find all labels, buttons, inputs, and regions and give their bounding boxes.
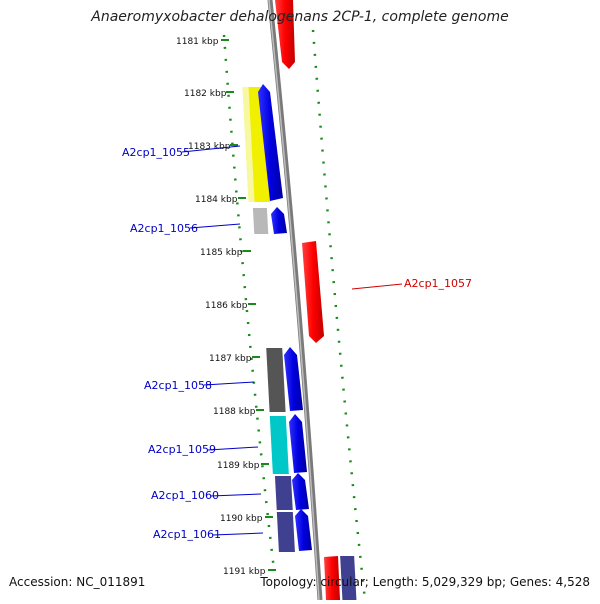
gene-label-1057[interactable]: A2cp1_1057 xyxy=(351,277,472,290)
gene-arrow-top-red[interactable] xyxy=(275,0,295,69)
tick-label: 1183 kbp xyxy=(188,142,231,152)
gene-label-text[interactable]: A2cp1_1057 xyxy=(404,277,472,290)
tick-label: 1187 kbp xyxy=(209,354,252,364)
gene-arrow-1061[interactable] xyxy=(295,509,312,551)
tick-1185: 1185 kbp xyxy=(200,248,251,258)
tick-1188: 1188 kbp xyxy=(213,407,264,417)
gene-label-1056[interactable]: A2cp1_1056 xyxy=(130,222,241,235)
tick-1181: 1181 kbp xyxy=(176,37,229,47)
tick-label: 1186 kbp xyxy=(205,301,248,311)
tick-1190: 1190 kbp xyxy=(220,514,273,524)
gene-label-text[interactable]: A2cp1_1059 xyxy=(148,443,216,456)
map-title: Anaeromyxobacter dehalogenans 2CP-1, com… xyxy=(91,9,509,25)
gene-label-text[interactable]: A2cp1_1061 xyxy=(153,528,221,541)
gene-label-text[interactable]: A2cp1_1055 xyxy=(122,146,190,159)
gene-arrow-1056[interactable] xyxy=(271,207,287,234)
tick-1183: 1183 kbp xyxy=(188,142,238,152)
tick-label: 1181 kbp xyxy=(176,37,219,47)
tick-label: 1184 kbp xyxy=(195,195,238,205)
gene-arrow-bottom-red[interactable] xyxy=(324,556,340,600)
gene-label-1058[interactable]: A2cp1_1058 xyxy=(144,379,255,392)
cog-block-purple-3 xyxy=(340,556,357,600)
gene-label-1061[interactable]: A2cp1_1061 xyxy=(153,528,264,541)
cog-block-cyan xyxy=(269,416,289,474)
tick-label: 1188 kbp xyxy=(213,407,256,417)
genome-backbone-highlight xyxy=(268,0,320,601)
accession-text: Accession: NC_011891 xyxy=(9,575,146,589)
gene-label-text[interactable]: A2cp1_1060 xyxy=(151,489,219,502)
gene-label-text[interactable]: A2cp1_1058 xyxy=(144,379,212,392)
cog-block-dark xyxy=(266,348,286,412)
gene-label-1060[interactable]: A2cp1_1060 xyxy=(151,489,262,502)
tick-label: 1185 kbp xyxy=(200,248,243,258)
tick-1191: 1191 kbp xyxy=(223,567,276,577)
cog-block-yellow-edge xyxy=(242,87,255,202)
tick-1189: 1189 kbp xyxy=(217,461,269,471)
cog-block-purple-1 xyxy=(274,476,293,510)
cog-block-purple-2 xyxy=(276,512,295,552)
tick-1187: 1187 kbp xyxy=(209,354,260,364)
gene-label-1055[interactable]: A2cp1_1055 xyxy=(122,145,241,159)
tick-1186: 1186 kbp xyxy=(205,301,256,311)
gene-arrow-1060[interactable] xyxy=(292,473,309,510)
gene-label-1059[interactable]: A2cp1_1059 xyxy=(148,443,259,456)
gene-label-text[interactable]: A2cp1_1056 xyxy=(130,222,198,235)
gene-arrow-1057[interactable] xyxy=(302,241,324,343)
gene-arrow-1058[interactable] xyxy=(284,347,303,411)
tick-1184: 1184 kbp xyxy=(195,195,246,205)
tick-label: 1182 kbp xyxy=(184,89,227,99)
cog-block-grey xyxy=(252,208,269,234)
genome-backbone xyxy=(267,0,323,601)
genome-summary-text: Topology: circular; Length: 5,029,329 bp… xyxy=(260,575,590,589)
tick-1182: 1182 kbp xyxy=(184,89,234,99)
tick-label: 1191 kbp xyxy=(223,567,266,577)
tick-label: 1189 kbp xyxy=(217,461,260,471)
gc-track-outer xyxy=(311,29,367,601)
gene-arrow-1059[interactable] xyxy=(289,414,307,473)
tick-label: 1190 kbp xyxy=(220,514,263,524)
gene-arrow-1055[interactable] xyxy=(258,84,283,201)
